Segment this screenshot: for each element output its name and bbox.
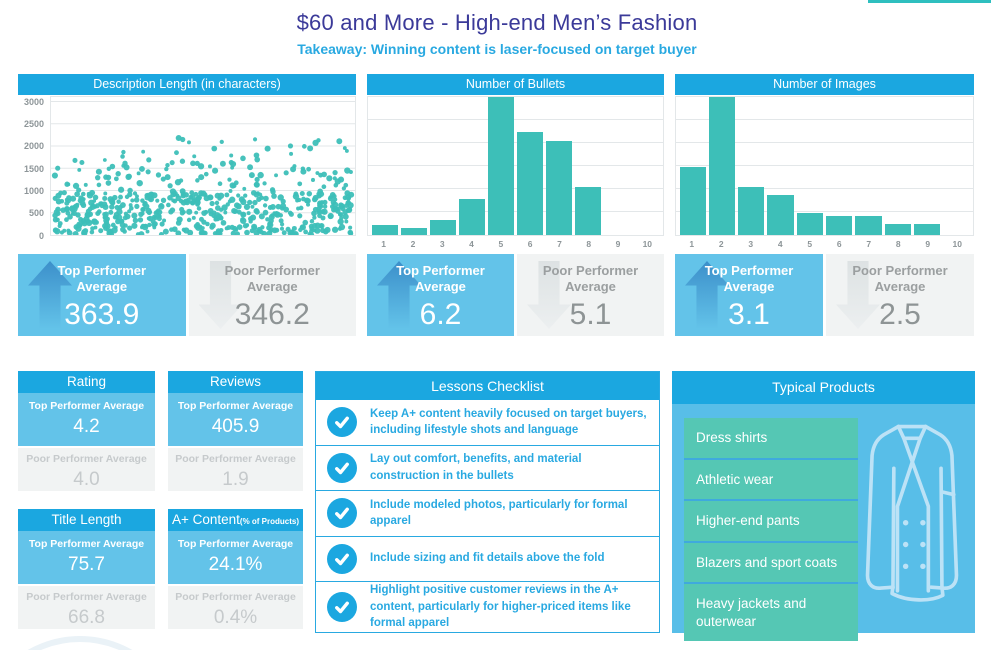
images-x-axis: 1 2 3 4 5 6 7 8 9 10 [689,239,962,249]
scatter-plot-area [50,96,356,236]
performer-group-bullets: Top Performer Average 6.2 Poor Performer… [367,254,664,336]
checklist-item: Include modeled photos, particularly for… [316,490,659,536]
poor-performer-card: Poor Performer Average 5.1 [517,254,664,336]
page-title: $60 and More - High-end Men’s Fashion [296,10,698,35]
bottom-row: Rating Top Performer Average 4.2 Poor Pe… [18,371,994,642]
top-performer-card: Top Performer Average 363.9 [18,254,186,336]
top-performer-label: Top Performer Average [57,263,147,295]
performer-group-images: Top Performer Average 3.1 Poor Performer… [675,254,974,336]
stat-card-aplus-content: A+ Content(% of Products) Top Performer … [168,508,303,629]
poor-performer-label: Poor Performer Average [224,263,320,295]
poor-performer-value: 66.8 [68,606,105,628]
poor-performer-value: 1.9 [222,469,249,490]
product-item: Heavy jackets and outerwear [684,582,858,642]
top-performer-card: Top Performer Average 6.2 [367,254,514,336]
stat-card-rating: Rating Top Performer Average 4.2 Poor Pe… [18,371,155,491]
checklist-item-text: Highlight positive customer reviews in t… [370,584,631,630]
checklist-item-text: Lay out comfort, benefits, and material … [370,453,582,482]
performers-row: Top Performer Average 363.9 Poor Perform… [18,254,994,336]
top-performer-label: Top Performer Average [177,537,294,550]
chart-title: Description Length (in characters) [18,74,356,95]
stat-cards-grid: Rating Top Performer Average 4.2 Poor Pe… [18,371,303,633]
poor-performer-value: 4.0 [73,469,100,490]
stat-card-title: Rating [18,371,155,393]
poor-performer-label: Poor Performer Average [542,263,639,295]
stat-card-title: Title Length [18,508,155,531]
page-header: $60 and More - High-end Men’s Fashion Ta… [0,0,994,57]
top-performer-label: Top Performer Average [396,263,485,295]
product-item: Blazers and sport coats [684,540,858,583]
bullets-bar-plot [367,96,664,236]
check-icon [327,498,357,529]
product-item: Higher-end pants [684,499,858,541]
stat-card-title-length: Title Length Top Performer Average 75.7 … [18,508,155,629]
check-icon [327,543,357,574]
stat-card-title: Reviews [168,371,303,393]
poor-performer-card: Poor Performer Average 2.5 [826,254,974,336]
scatter-chart: 0 500 1000 1500 2000 2500 3000 [18,96,356,241]
top-performer-value: 6.2 [419,297,462,331]
checklist-item: Include sizing and fit details above the… [316,535,659,582]
top-performer-value: 363.9 [64,297,140,331]
top-performer-card: Top Performer Average 3.1 [675,254,823,336]
top-performer-label: Top Performer Average [28,537,145,550]
top-performer-label: Top Performer Average [28,400,145,412]
images-bar-plot [675,96,974,236]
chart-number-of-bullets: Number of Bullets 1 2 3 4 5 6 7 8 9 10 [367,74,664,250]
top-performer-value: 75.7 [68,553,105,575]
chart-description-length: Description Length (in characters) 0 500 1… [18,74,356,250]
poor-performer-label: Poor Performer Average [26,453,147,465]
top-accent-bar [868,0,991,3]
poor-performer-value: 2.5 [879,297,921,331]
check-icon [327,407,357,438]
bullets-x-axis: 1 2 3 4 5 6 7 8 9 10 [381,239,653,249]
top-performer-value: 405.9 [211,416,260,437]
performer-group-description-length: Top Performer Average 363.9 Poor Perform… [18,254,356,336]
checklist-item: Highlight positive customer reviews in t… [316,581,659,632]
typical-products-panel: Typical Products Dress shirts Athletic w… [672,371,975,642]
checklist-item: Lay out comfort, benefits, and material … [316,444,659,491]
checklist-title: Lessons Checklist [316,372,659,400]
scatter-y-axis: 0 500 1000 1500 2000 2500 3000 [23,96,44,241]
poor-performer-value: 0.4% [213,606,258,628]
check-icon [327,452,357,483]
page-subtitle: Takeaway: Winning content is laser-focus… [297,41,697,57]
chart-title: Number of Images [675,74,974,95]
top-performer-label: Top Performer Average [177,400,294,412]
product-item: Dress shirts [684,418,858,458]
top-performer-value: 24.1% [208,553,263,575]
top-performer-value: 4.2 [73,416,100,437]
poor-performer-label: Poor Performer Average [175,453,296,465]
checklist-item: Keep A+ content heavily focused on targe… [316,400,659,445]
stat-card-reviews: Reviews Top Performer Average 405.9 Poor… [168,371,303,491]
poor-performer-value: 346.2 [234,297,310,331]
blazer-jacket-icon [865,424,959,602]
checklist-item-text: Include modeled photos, particularly for… [370,498,628,528]
poor-performer-label: Poor Performer Average [852,263,948,295]
stat-card-title: A+ Content(% of Products) [168,508,303,531]
top-performer-label: Top Performer Average [704,263,794,295]
chart-title: Number of Bullets [367,74,664,95]
lessons-checklist-panel: Lessons Checklist Keep A+ content heavil… [315,371,660,633]
products-title: Typical Products [672,371,975,404]
chart-number-of-images: Number of Images 1 2 3 4 5 6 7 8 9 10 [675,74,974,250]
charts-row: Description Length (in characters) 0 500 1… [18,74,994,250]
checklist-item-text: Keep A+ content heavily focused on targe… [370,407,647,437]
decorative-badge-circle [0,636,185,650]
product-item: Athletic wear [684,457,858,500]
poor-performer-card: Poor Performer Average 346.2 [188,254,356,336]
poor-performer-label: Poor Performer Average [26,590,147,603]
scatter-points [51,100,355,235]
top-performer-value: 3.1 [728,297,770,331]
products-list: Dress shirts Athletic wear Higher-end pa… [684,418,858,642]
check-icon [327,592,357,622]
stat-card-title-suffix: (% of Products) [239,516,300,526]
poor-performer-label: Poor Performer Average [175,590,296,603]
poor-performer-value: 5.1 [569,297,612,331]
checklist-item-text: Include sizing and fit details above the… [370,552,605,565]
